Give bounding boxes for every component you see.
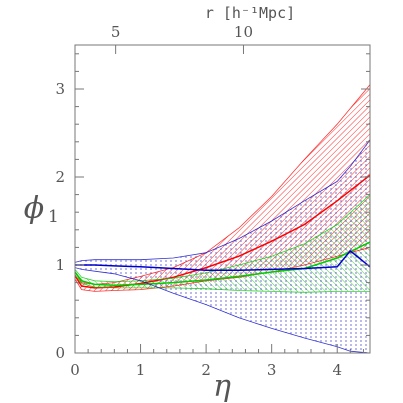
top-tick-label: 5 <box>111 23 121 41</box>
green-series-lower-bound <box>75 274 370 293</box>
x-tick-label: 2 <box>201 361 211 379</box>
plot-frame <box>74 44 371 354</box>
y-tick-label: 1 <box>55 256 65 274</box>
x-tick-label: 3 <box>267 361 277 379</box>
green-series-line <box>75 241 370 286</box>
series-lines <box>75 84 370 353</box>
x-tick-label: 1 <box>136 361 146 379</box>
blue-series-line <box>75 249 370 272</box>
red-series-line <box>75 174 370 289</box>
green-series-upper-bound <box>75 194 370 283</box>
y-tick-label: 3 <box>55 80 65 98</box>
y-axis-label: ϕ <box>24 191 44 226</box>
blue-series-upper-bound <box>75 139 370 263</box>
y-tick-label: 0 <box>55 344 65 362</box>
error-bands <box>75 84 370 353</box>
red-series-lower-bound <box>75 247 370 292</box>
x-tick-label: 0 <box>70 361 80 379</box>
top-tick-label: 10 <box>234 23 253 41</box>
x-tick-label: 4 <box>332 361 342 379</box>
top-axis-label: r [h⁻¹Mpc] <box>205 4 295 22</box>
blue-series-error-band <box>75 140 370 353</box>
x-axis-label: η <box>213 369 231 403</box>
axis-ticks <box>74 45 370 354</box>
y-axis-label-subscript: 1 <box>48 207 59 227</box>
y-tick-label: 2 <box>55 168 65 186</box>
axis-tick-labels: 0 1 2 3 4 0 1 2 3 5 10 <box>55 23 342 379</box>
